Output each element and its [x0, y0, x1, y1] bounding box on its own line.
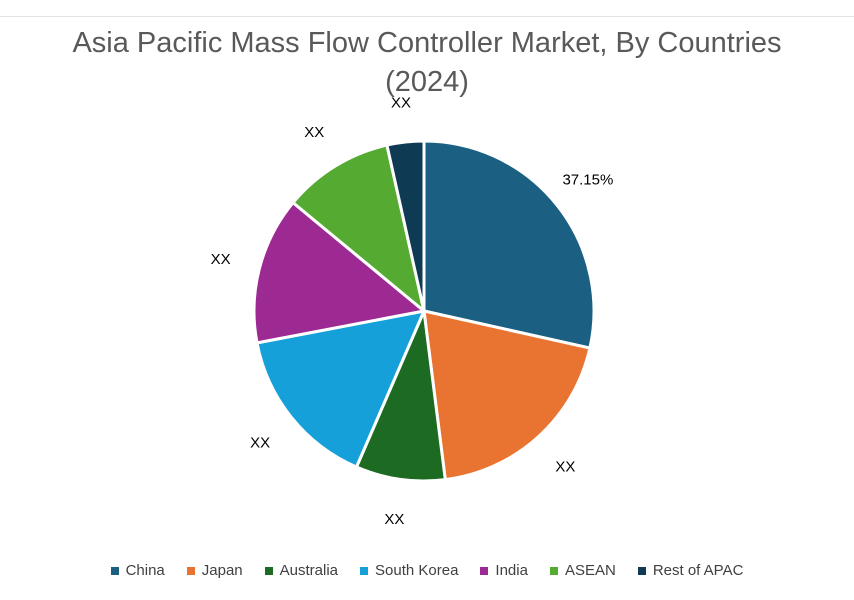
- legend-label: ASEAN: [564, 562, 616, 579]
- legend-swatch: [264, 566, 273, 575]
- pie-slice-china: [422, 139, 596, 350]
- data-label-china: 37.15%: [562, 172, 613, 189]
- pie-slice-asean: [291, 143, 426, 313]
- legend-swatch: [360, 566, 369, 575]
- legend-item-rest-of-apac: Rest of APAC: [637, 562, 744, 579]
- legend-label: China: [125, 562, 165, 579]
- legend-item-india: India: [480, 562, 528, 579]
- data-label-australia: XX: [384, 511, 404, 528]
- data-label-south-korea: XX: [250, 434, 270, 451]
- chart-title-line-1: Asia Pacific Mass Flow Controller Market…: [72, 27, 782, 59]
- legend-label: Rest of APAC: [652, 562, 744, 579]
- legend-item-china: China: [110, 562, 165, 579]
- chart-title-line-2: (2024): [385, 66, 469, 98]
- legend-label: Australia: [279, 562, 339, 579]
- legend-swatch: [480, 566, 489, 575]
- pie-slice-japan: [422, 309, 592, 482]
- chart-legend: China Japan Australia South Korea India ASEAN…: [0, 562, 854, 579]
- legend-item-south-korea: South Korea: [360, 562, 458, 579]
- pie-slice-australia: [354, 309, 447, 483]
- pie-slice-south-korea: [255, 309, 426, 469]
- pie-slice-india: [252, 201, 426, 345]
- data-label-asean: XX: [304, 124, 324, 141]
- chart-title: Asia Pacific Mass Flow Controller Market…: [40, 24, 814, 102]
- legend-swatch: [637, 566, 646, 575]
- legend-item-asean: ASEAN: [549, 562, 616, 579]
- data-label-japan: XX: [555, 458, 575, 475]
- legend-swatch: [549, 566, 558, 575]
- data-label-rest-of-apac: XX: [391, 94, 411, 111]
- pie-chart: 37.15% XX XX XX XX XX XX: [211, 94, 614, 528]
- legend-label: India: [495, 562, 528, 579]
- legend-item-australia: Australia: [264, 562, 339, 579]
- legend-item-japan: Japan: [186, 562, 243, 579]
- pie-slice-rest-of-apac: [385, 139, 426, 313]
- legend-label: South Korea: [375, 562, 459, 579]
- data-label-india: XX: [211, 251, 231, 268]
- top-divider: [0, 16, 854, 17]
- legend-swatch: [186, 566, 195, 575]
- legend-swatch: [110, 566, 119, 575]
- legend-label: Japan: [201, 562, 243, 579]
